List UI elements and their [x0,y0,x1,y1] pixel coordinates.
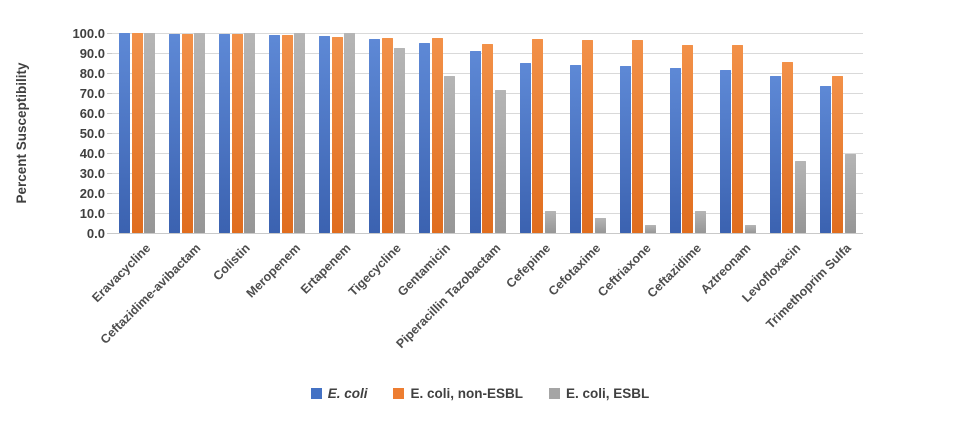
y-tick-mark [107,133,112,134]
bar [144,33,156,233]
gridline [112,233,863,234]
bar [719,69,731,233]
y-tick-label: 100.0 [72,26,105,41]
bar [482,44,493,233]
bar [281,35,293,233]
legend-swatch [393,388,405,399]
bar [669,67,681,233]
y-tick-mark [107,233,112,234]
bar [744,225,756,233]
bar [181,34,193,233]
bar [569,65,581,233]
bar [594,218,606,233]
bar [769,75,781,233]
y-axis-title-text: Percent Susceptibility [14,62,29,204]
x-axis-label: Colistin [210,241,254,284]
y-tick-label: 40.0 [79,146,105,161]
legend-label: E. coli, non-ESBL [410,386,523,401]
bar [582,39,594,233]
y-tick-mark [107,113,112,114]
bar [532,39,544,233]
bar [419,43,431,233]
legend: E. coli E. coli, non-ESBL E. coli, ESBL [0,386,960,401]
legend-swatch [549,388,560,399]
bar [844,153,856,233]
y-tick-label: 50.0 [79,126,105,141]
gridline [112,33,863,34]
legend-label: E. coli [327,386,368,401]
bar [119,33,131,233]
bar [632,40,644,233]
y-tick-label: 70.0 [79,86,105,101]
bar [194,33,206,233]
bar [219,34,231,233]
y-tick-mark [107,213,112,214]
bar [319,36,331,233]
bar [832,75,844,233]
legend-label: E. coli, ESBL [566,386,650,401]
bar [381,37,393,233]
x-axis-label: Trimethoprim Sulfa [763,241,854,332]
bar [169,33,181,233]
y-tick-mark [107,53,112,54]
y-tick-label: 10.0 [79,206,105,221]
y-tick-mark [107,173,112,174]
bar [694,211,706,233]
bar [469,50,481,233]
bar [544,210,556,233]
bar [331,36,343,233]
bar [619,66,631,233]
y-tick-mark [107,93,112,94]
bar [732,44,744,233]
legend-item: E. coli, non-ESBL [393,386,523,401]
y-tick-label: 80.0 [79,66,105,81]
bar [344,33,356,233]
bar [644,225,656,233]
y-tick-mark [107,33,112,34]
x-axis-label: Ceftazidime-avibactam [97,241,203,347]
y-tick-label: 20.0 [79,186,105,201]
bar [794,160,806,233]
x-axis-label: Piperacillin Tazobactam [393,241,504,351]
y-tick-mark [107,153,112,154]
bar [394,47,406,233]
y-tick-label: 60.0 [79,106,105,121]
bar [782,62,794,233]
plot-area: 100.0 90.0 80.0 70.0 60.0 50.0 40.0 30.0 20.0 10.… [72,27,863,351]
y-tick-label: 30.0 [79,166,105,181]
bar [269,34,281,233]
y-tick-label: 90.0 [79,46,105,61]
bar [519,63,531,233]
bar [494,90,506,233]
bar [231,34,243,233]
legend-swatch [310,388,322,399]
legend-item: E. coli [310,386,368,401]
y-tick-label: 0.0 [86,226,105,241]
bar [431,37,443,233]
bar [131,33,143,233]
legend-item: E. coli, ESBL [549,386,649,401]
y-tick-mark [107,193,112,194]
bar [244,33,256,233]
bar [369,39,381,233]
bar [444,76,456,233]
bar [682,44,694,233]
x-axis-label: Tigecycline [345,241,404,299]
bar [294,33,306,233]
bar [819,86,831,233]
y-tick-mark [107,73,112,74]
x-axis-label: Cefepime [503,241,554,291]
